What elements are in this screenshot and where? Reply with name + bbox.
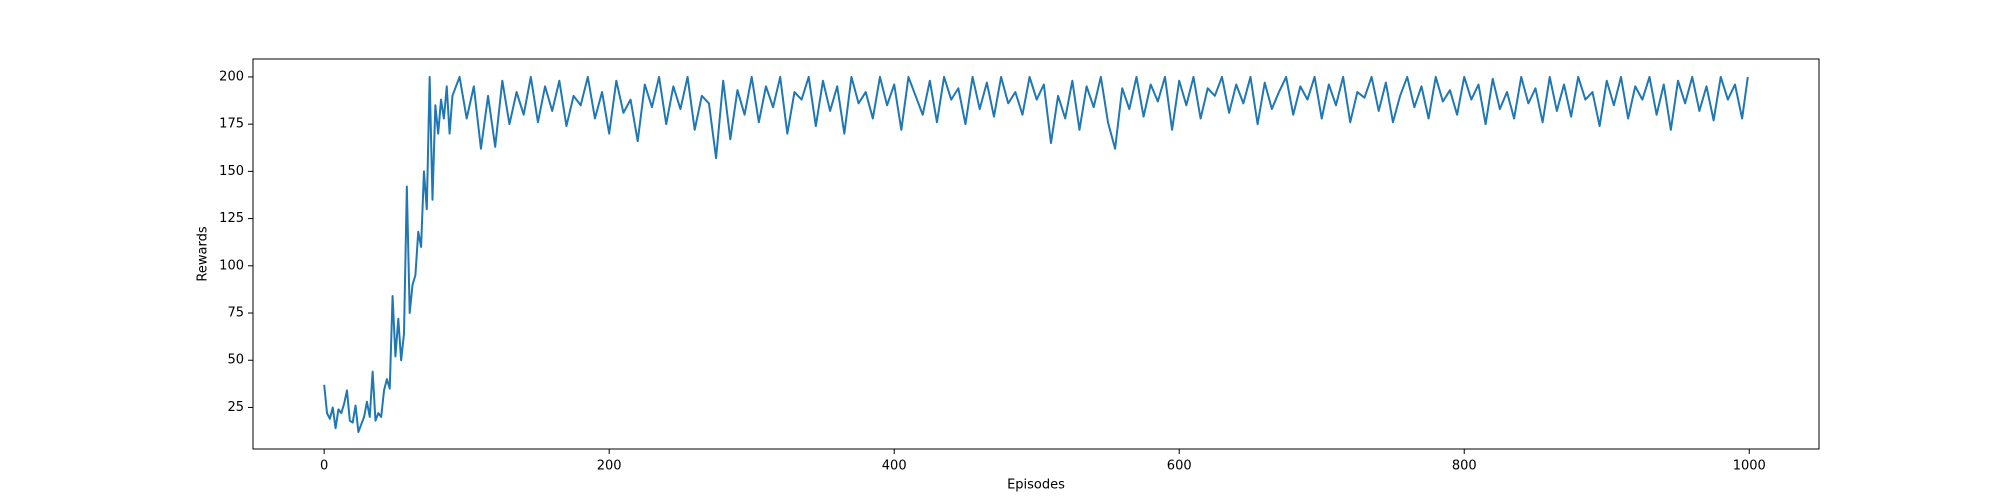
x-tick-label: 400 bbox=[882, 459, 907, 474]
x-tick-label: 0 bbox=[320, 459, 328, 474]
x-axis-label: Episodes bbox=[1007, 478, 1065, 493]
x-tick-label: 800 bbox=[1452, 459, 1477, 474]
y-tick-label: 150 bbox=[219, 164, 244, 179]
x-tick-label: 200 bbox=[597, 459, 622, 474]
y-tick-label: 100 bbox=[219, 258, 244, 273]
x-tick-label: 600 bbox=[1167, 459, 1192, 474]
x-tick-label: 1000 bbox=[1733, 459, 1766, 474]
y-tick-label: 200 bbox=[219, 69, 244, 84]
y-tick-label: 175 bbox=[219, 117, 244, 132]
y-tick-label: 125 bbox=[219, 211, 244, 226]
y-tick-label: 75 bbox=[227, 306, 244, 321]
y-axis-label: Rewards bbox=[196, 226, 211, 281]
y-tick-label: 50 bbox=[227, 353, 244, 368]
data-line bbox=[323, 75, 1749, 433]
axes-frame bbox=[252, 58, 1820, 450]
y-tick-label: 25 bbox=[227, 400, 244, 415]
